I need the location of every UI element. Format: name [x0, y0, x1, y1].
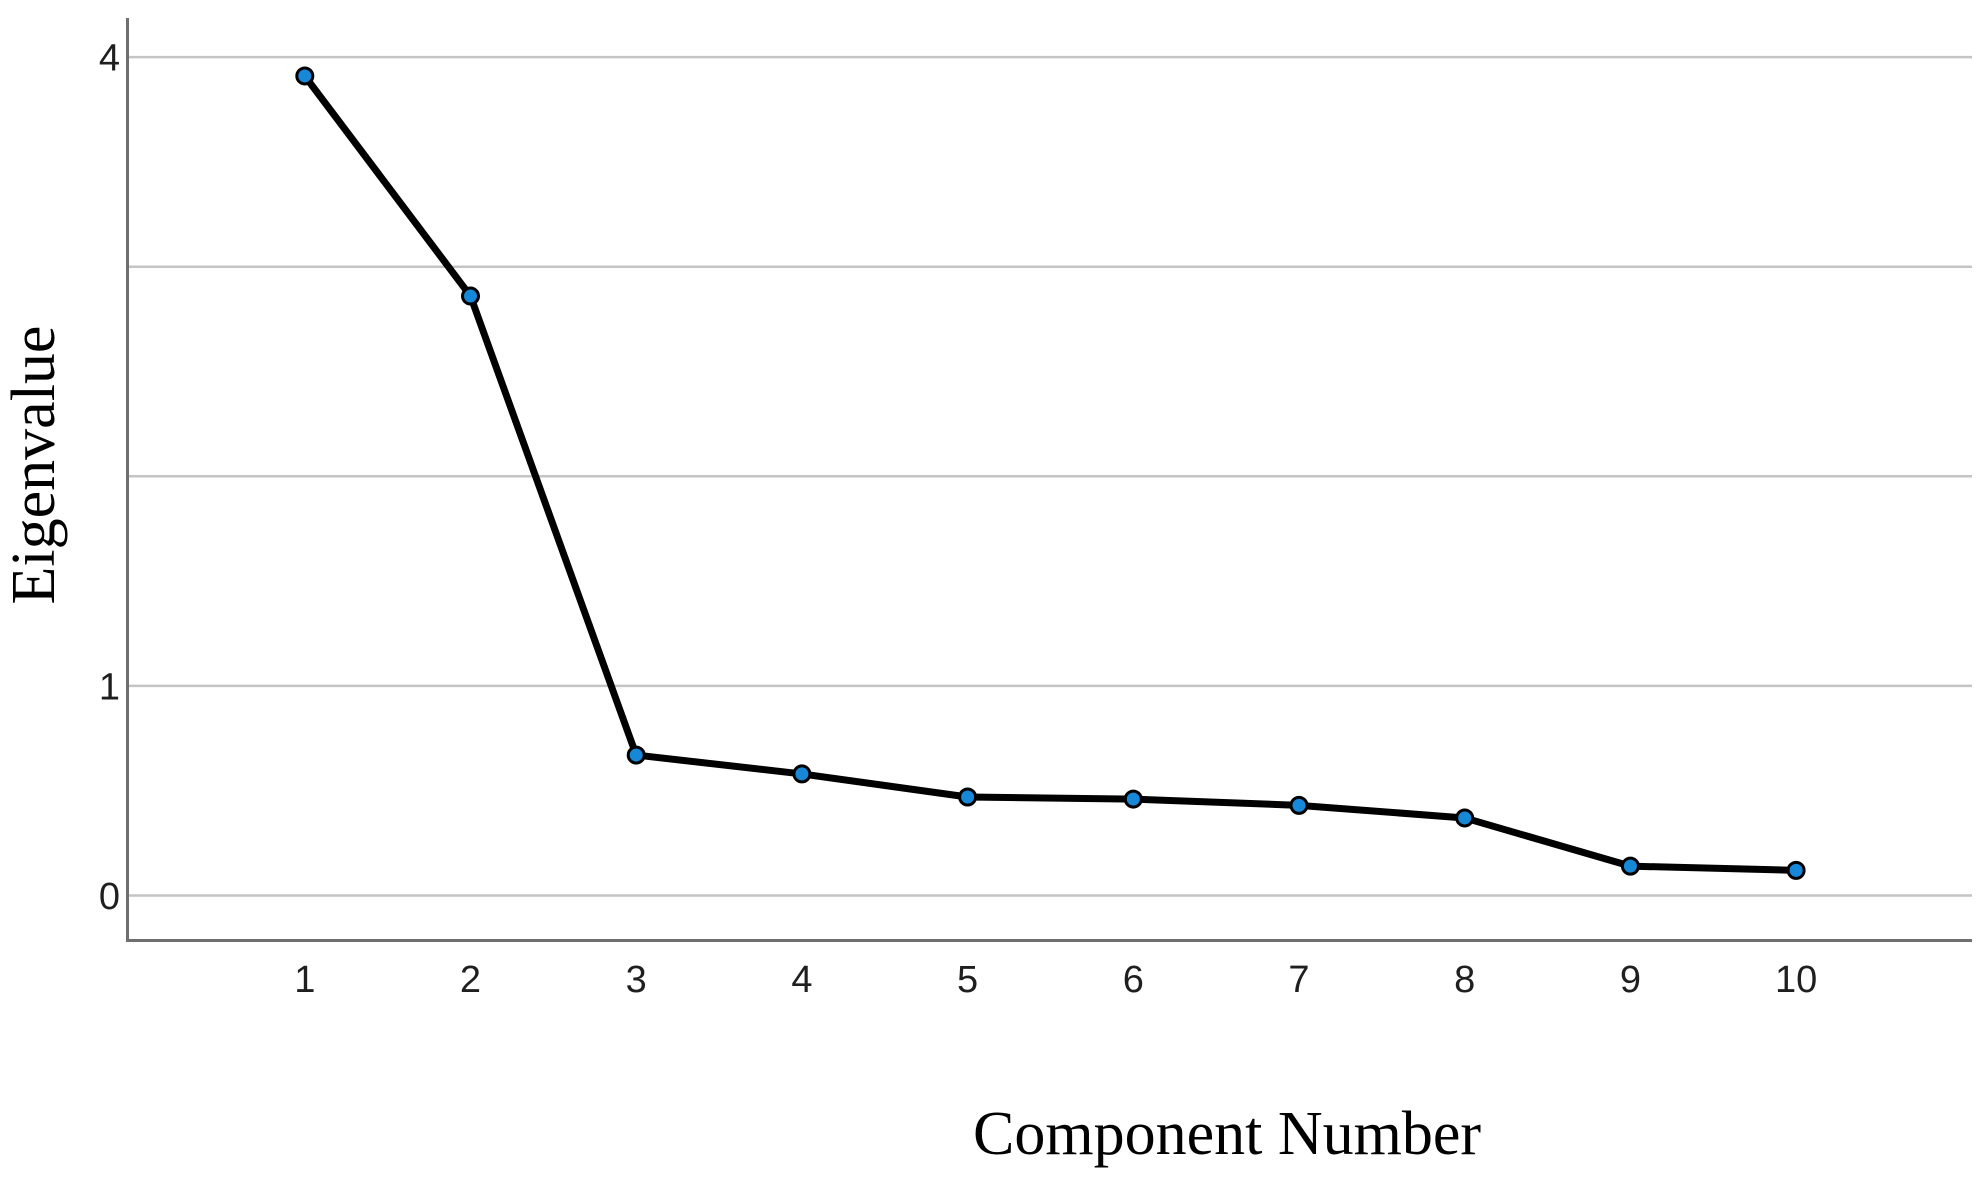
x-tick-label-6: 6 — [1123, 959, 1144, 1001]
series-line — [301, 72, 1800, 874]
data-point-marker-8 — [1455, 808, 1475, 828]
x-axis-title: Component Number — [973, 1100, 1481, 1168]
data-point-marker-6 — [1123, 789, 1143, 809]
axes-group — [126, 18, 1972, 942]
data-point-marker-4 — [792, 764, 812, 784]
data-point-marker-2 — [461, 286, 480, 306]
x-tick-label-4: 4 — [791, 959, 812, 1001]
data-point-marker-5 — [958, 787, 978, 807]
data-point-marker-1 — [295, 66, 315, 86]
y-axis-title: Eigenvalue — [0, 325, 68, 605]
y-tick-labels-group: 4 1 0 — [99, 38, 120, 918]
x-tick-label-5: 5 — [957, 959, 978, 1001]
data-point-marker-7 — [1289, 795, 1309, 815]
data-point-marker-9 — [1620, 856, 1640, 876]
y-tick-label-1: 1 — [99, 666, 120, 708]
x-tick-label-3: 3 — [626, 959, 647, 1001]
data-point-marker-3 — [626, 745, 646, 765]
x-tick-label-10: 10 — [1775, 959, 1817, 1001]
x-tick-label-7: 7 — [1288, 959, 1309, 1001]
gridlines-group — [127, 55, 1972, 897]
y-tick-label-4: 4 — [99, 38, 120, 80]
data-point-marker-10 — [1786, 860, 1806, 880]
x-tick-label-8: 8 — [1454, 959, 1475, 1001]
y-tick-label-0: 0 — [99, 876, 120, 918]
x-tick-label-1: 1 — [294, 959, 315, 1001]
x-tick-labels-group: 1 2 3 4 5 6 7 8 9 10 — [294, 959, 1817, 1001]
x-tick-label-2: 2 — [460, 959, 481, 1001]
series-group — [295, 66, 1806, 880]
x-tick-label-9: 9 — [1620, 959, 1641, 1001]
